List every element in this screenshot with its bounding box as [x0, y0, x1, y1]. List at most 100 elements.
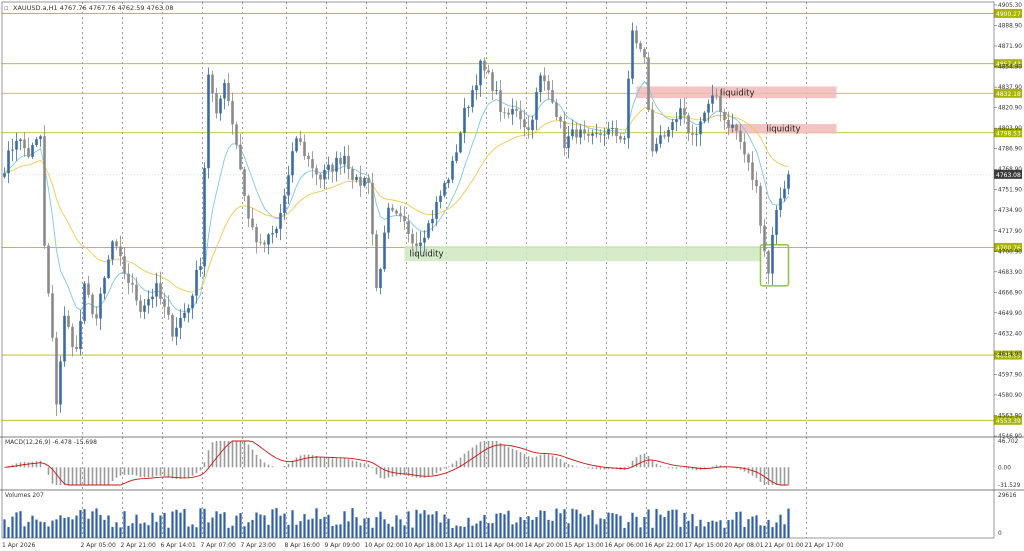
candle-body [763, 225, 766, 252]
volume-bar [203, 508, 206, 538]
candle-body [99, 293, 102, 319]
volume-bar [555, 508, 558, 538]
candle-body [779, 198, 782, 210]
time-label: 7 Apr 23:00 [241, 542, 276, 549]
volume-bar [95, 508, 98, 538]
candle-body [651, 109, 654, 152]
candle-body [323, 169, 326, 180]
candle-body [275, 228, 278, 234]
time-label: 21 Apr 01:00 [765, 542, 804, 549]
volume-bar [487, 523, 490, 538]
volume-bar [27, 521, 30, 538]
volume-bar [427, 514, 430, 538]
volume-tick-label: 0 [998, 531, 1002, 537]
volume-bar [691, 514, 694, 538]
candle-body [167, 306, 170, 315]
volume-bar [767, 519, 770, 538]
volume-bar [151, 512, 154, 538]
volume-bar [719, 520, 722, 538]
volume-bar [331, 525, 334, 538]
volume-bar [351, 508, 354, 538]
candle-body [627, 78, 630, 139]
volume-bar [787, 508, 790, 538]
time-label: 14 Apr 20:00 [525, 542, 564, 549]
level-tag [994, 8, 1022, 18]
candle-body [35, 139, 38, 146]
volume-bar [363, 518, 366, 538]
candle-body [731, 124, 734, 128]
candle-body [515, 108, 518, 111]
volume-bar [707, 521, 710, 538]
price-tick-label: 4597.90 [998, 372, 1022, 378]
volume-bar [183, 508, 186, 538]
candle-body [95, 314, 98, 319]
volume-bar [407, 511, 410, 538]
price-tick-label: 4614.90 [998, 352, 1022, 358]
volume-bar [247, 522, 250, 538]
volume-bar [375, 517, 378, 538]
volume-bar [187, 526, 190, 538]
sweep-box [759, 244, 790, 287]
volume-bar [659, 514, 662, 538]
candle-body [67, 315, 70, 327]
liquidity-label: liquidity [410, 250, 444, 260]
candle-body [715, 95, 718, 97]
candle-body [227, 82, 230, 102]
liquidity-zone [728, 123, 837, 134]
volume-bar [607, 512, 610, 538]
chart-menu-icon[interactable]: ▫ [4, 4, 9, 12]
candle-body [319, 174, 322, 180]
candle-body [427, 223, 430, 238]
macd-label: MACD(12,26,9) -6.478 -15.698 [5, 439, 97, 446]
candle-body [255, 227, 258, 243]
candle-body [199, 266, 202, 270]
candle-body [431, 218, 434, 224]
volume-bar [251, 519, 254, 538]
volume-bar [695, 526, 698, 538]
volume-bar [279, 515, 282, 538]
volume-bar [523, 519, 526, 538]
volume-bar [627, 522, 630, 538]
candle-body [599, 133, 602, 136]
candle-body [119, 246, 122, 257]
volume-bar [711, 520, 714, 538]
candle-body [79, 320, 82, 349]
level-tag-label: 4832.18 [996, 91, 1021, 98]
volume-bar [275, 508, 278, 538]
liquidity-zone [636, 86, 837, 99]
candle-body [51, 293, 54, 338]
volume-bar [551, 520, 554, 538]
volume-bar [687, 520, 690, 538]
candle-body [171, 314, 174, 337]
time-label: 10 Apr 02:00 [365, 542, 404, 549]
candle-body [527, 127, 530, 131]
candle-body [151, 296, 154, 300]
candle-body [231, 101, 234, 125]
candle-body [771, 234, 774, 274]
volume-bar [635, 516, 638, 538]
candle-body [39, 136, 42, 140]
price-tick-label: 4888.90 [998, 24, 1022, 30]
price-tick-label: 4803.90 [998, 126, 1022, 132]
candle-body [611, 127, 614, 129]
volume-bar [739, 511, 742, 538]
volume-bar [383, 519, 386, 538]
volume-bar [303, 514, 306, 538]
volume-bar [163, 512, 166, 538]
candle-body [387, 207, 390, 233]
price-tick-label: 4632.40 [998, 331, 1022, 337]
candle-body [639, 43, 642, 50]
volume-bar [639, 527, 642, 538]
volume-bar [419, 513, 422, 538]
candle-body [311, 159, 314, 169]
candle-body [391, 207, 394, 211]
volume-bar [391, 526, 394, 538]
candle-body [107, 259, 110, 278]
volume-bar [547, 519, 550, 538]
ma-slow-line [4, 107, 789, 293]
volume-bar [87, 518, 90, 538]
volume-bar [527, 516, 530, 538]
candle-body [503, 111, 506, 113]
volume-bar [599, 518, 602, 538]
